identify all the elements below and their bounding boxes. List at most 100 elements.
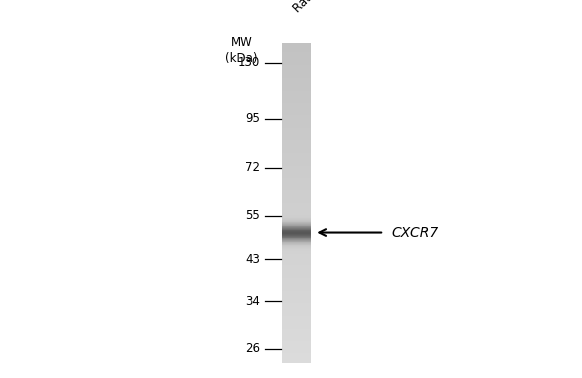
Bar <box>282 341 311 342</box>
Bar <box>282 155 311 156</box>
Bar <box>282 318 311 319</box>
Bar <box>282 133 311 134</box>
Bar <box>282 241 311 242</box>
Bar <box>282 91 311 92</box>
Bar <box>282 185 311 186</box>
Bar <box>282 234 311 235</box>
Bar <box>282 193 311 194</box>
Bar <box>282 254 311 255</box>
Bar <box>282 143 311 144</box>
Bar <box>282 90 311 91</box>
Bar <box>282 238 311 239</box>
Bar <box>282 340 311 341</box>
Bar <box>282 273 311 274</box>
Bar <box>282 56 311 57</box>
Text: 55: 55 <box>246 209 260 222</box>
Bar <box>282 343 311 344</box>
Bar <box>282 360 311 361</box>
Bar <box>282 352 311 353</box>
Bar <box>282 179 311 180</box>
Bar <box>282 236 311 237</box>
Bar <box>282 115 311 116</box>
Bar <box>282 270 311 271</box>
Bar <box>282 144 311 145</box>
Bar <box>282 131 311 132</box>
Bar <box>282 162 311 163</box>
Bar <box>282 303 311 304</box>
Bar <box>282 235 311 236</box>
Bar <box>282 119 311 120</box>
Bar <box>282 103 311 104</box>
Bar <box>282 46 311 48</box>
Bar <box>282 142 311 143</box>
Bar <box>282 239 311 240</box>
Bar <box>282 232 311 233</box>
Bar <box>282 300 311 301</box>
Bar <box>282 60 311 61</box>
Bar <box>282 83 311 84</box>
Bar <box>282 199 311 200</box>
Bar <box>282 169 311 170</box>
Bar <box>282 327 311 328</box>
Bar <box>282 51 311 52</box>
Bar <box>282 202 311 203</box>
Bar <box>282 221 311 222</box>
Bar <box>282 295 311 296</box>
Bar <box>282 315 311 316</box>
Bar <box>282 244 311 245</box>
Bar <box>282 358 311 359</box>
Bar <box>282 264 311 265</box>
Bar <box>282 207 311 208</box>
Bar <box>282 94 311 95</box>
Bar <box>282 252 311 253</box>
Bar <box>282 44 311 45</box>
Bar <box>282 58 311 59</box>
Bar <box>282 287 311 288</box>
Bar <box>282 348 311 349</box>
Bar <box>282 66 311 67</box>
Bar <box>282 173 311 174</box>
Bar <box>282 137 311 138</box>
Bar <box>282 109 311 110</box>
Bar <box>282 167 311 168</box>
Bar <box>282 324 311 325</box>
Text: 72: 72 <box>245 161 260 174</box>
Bar <box>282 211 311 212</box>
Bar <box>282 118 311 119</box>
Bar <box>282 161 311 162</box>
Bar <box>282 148 311 149</box>
Bar <box>282 351 311 352</box>
Bar <box>282 246 311 247</box>
Bar <box>282 160 311 161</box>
Bar <box>282 84 311 85</box>
Bar <box>282 213 311 214</box>
Bar <box>282 45 311 46</box>
Bar <box>282 166 311 167</box>
Bar <box>282 302 311 303</box>
Bar <box>282 140 311 141</box>
Bar <box>282 50 311 51</box>
Bar <box>282 219 311 220</box>
Bar <box>282 55 311 56</box>
Bar <box>282 200 311 201</box>
Bar <box>282 43 311 44</box>
Bar <box>282 63 311 64</box>
Bar <box>282 313 311 314</box>
Bar <box>282 214 311 215</box>
Bar <box>282 201 311 202</box>
Bar <box>282 228 311 229</box>
Bar <box>282 289 311 290</box>
Bar <box>282 87 311 88</box>
Bar <box>282 54 311 55</box>
Bar <box>282 217 311 218</box>
Bar <box>282 271 311 272</box>
Bar <box>282 196 311 197</box>
Bar <box>282 237 311 238</box>
Bar <box>282 208 311 209</box>
Bar <box>282 112 311 113</box>
Bar <box>282 141 311 142</box>
Bar <box>282 305 311 306</box>
Bar <box>282 178 311 179</box>
Bar <box>282 101 311 102</box>
Bar <box>282 65 311 66</box>
